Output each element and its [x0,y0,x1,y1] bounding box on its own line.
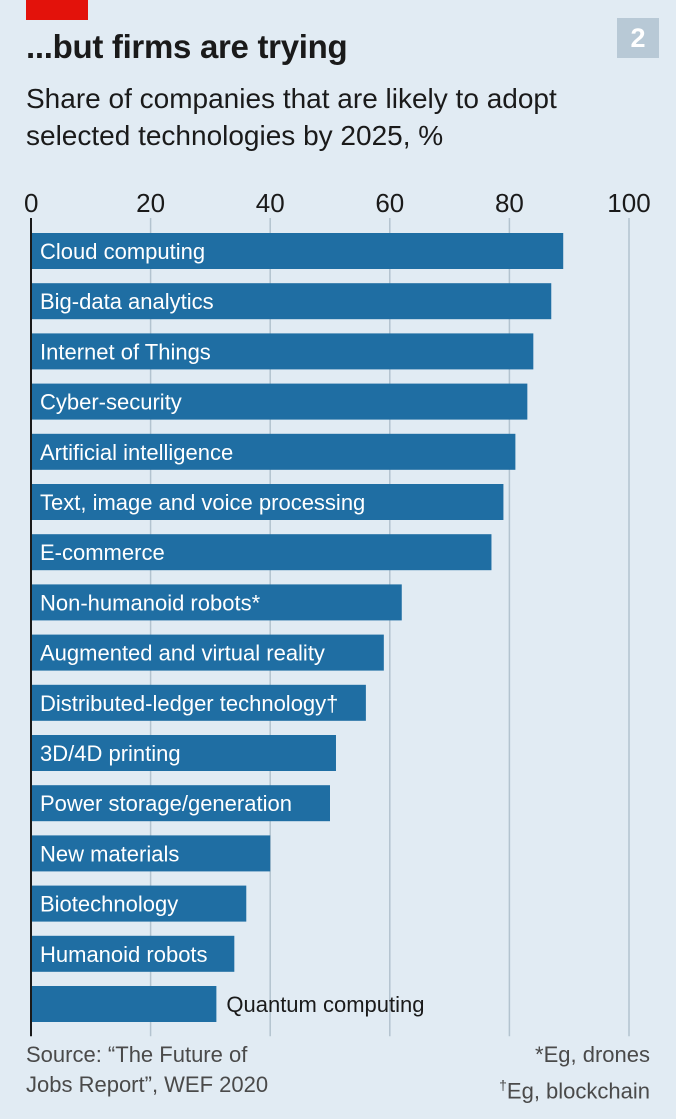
footnote-drones: *Eg, drones [535,1042,650,1067]
bar-label-14: Humanoid robots [40,942,208,967]
tick-label-20: 20 [136,188,165,218]
bar-12 [31,835,271,872]
tick-label-80: 80 [495,188,524,218]
tick-label-60: 60 [375,188,404,218]
bar-6 [31,534,492,571]
bar-label-2: Internet of Things [40,339,211,364]
bar-9 [31,684,366,721]
bar-13 [31,885,247,922]
tick-label-0: 0 [24,188,38,218]
bar-3 [31,383,528,420]
source-line-1: Source: “The Future of [26,1042,248,1067]
bar-label-11: Power storage/generation [40,791,292,816]
chart-title: ...but firms are trying [26,28,348,65]
source-note: Source: “The Future of Jobs Report”, WEF… [26,1040,346,1100]
bar-11 [31,785,330,822]
bar-label-12: New materials [40,841,179,866]
chart-number-badge: 2 [617,18,659,58]
bar-15 [31,986,217,1022]
tick-label-100: 100 [607,188,650,218]
bar-label-4: Artificial intelligence [40,440,233,465]
bar-label-3: Cyber-security [40,390,182,415]
footnotes: *Eg, drones †Eg, blockchain [499,1040,650,1106]
tick-label-40: 40 [256,188,285,218]
brand-red-tag [26,0,88,20]
bar-label-5: Text, image and voice processing [40,490,365,515]
bar-7 [31,584,402,621]
bar-label-8: Augmented and virtual reality [40,641,325,666]
dagger-mark: † [499,1077,507,1093]
footnote-blockchain-text: Eg, blockchain [506,1078,650,1104]
bar-label-1: Big-data analytics [40,289,214,314]
bar-1 [31,283,552,320]
chart-subtitle: Share of companies that are likely to ad… [26,83,557,151]
bar-label-0: Cloud computing [40,239,205,264]
bar-14 [31,935,235,972]
bar-label-10: 3D/4D printing [40,741,181,766]
bar-label-9: Distributed-ledger technology† [40,691,338,716]
bar-label-13: Biotechnology [40,892,178,917]
bar-5 [31,484,504,520]
bar-label-15: Quantum computing [226,992,424,1017]
bar-label-7: Non-humanoid robots* [40,590,261,615]
bar-8 [31,634,384,671]
bar-4 [31,433,516,470]
bar-10 [31,735,336,771]
bar-label-6: E-commerce [40,540,165,565]
footnote-blockchain: †Eg, blockchain [499,1070,650,1106]
source-line-2: Jobs Report”, WEF 2020 [26,1072,269,1097]
bar-0 [31,233,564,269]
bar-2 [31,333,534,370]
